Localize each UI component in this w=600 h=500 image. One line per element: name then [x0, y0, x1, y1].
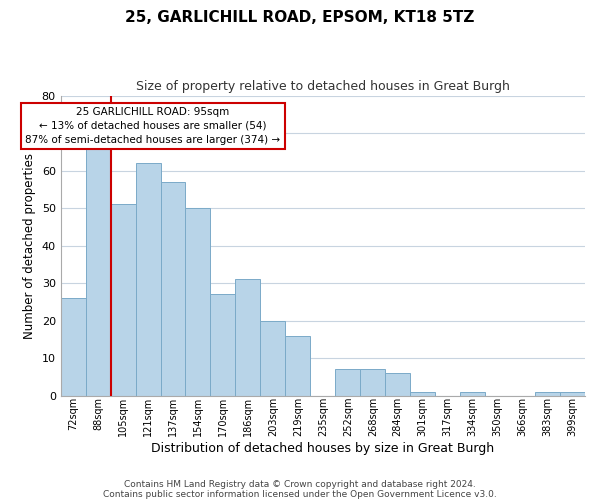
Bar	[260, 320, 286, 396]
Bar	[211, 294, 235, 396]
Bar	[86, 144, 110, 396]
Bar	[61, 298, 86, 396]
Bar	[460, 392, 485, 396]
Bar	[335, 370, 360, 396]
Bar	[410, 392, 435, 396]
Bar	[161, 182, 185, 396]
Text: 25 GARLICHILL ROAD: 95sqm
← 13% of detached houses are smaller (54)
87% of semi-: 25 GARLICHILL ROAD: 95sqm ← 13% of detac…	[25, 107, 281, 145]
Bar	[286, 336, 310, 396]
Bar	[360, 370, 385, 396]
Bar	[136, 163, 161, 396]
Bar	[560, 392, 585, 396]
Text: 25, GARLICHILL ROAD, EPSOM, KT18 5TZ: 25, GARLICHILL ROAD, EPSOM, KT18 5TZ	[125, 10, 475, 25]
Bar	[110, 204, 136, 396]
Text: Contains public sector information licensed under the Open Government Licence v3: Contains public sector information licen…	[103, 490, 497, 499]
Bar	[235, 280, 260, 396]
Bar	[385, 373, 410, 396]
Bar	[185, 208, 211, 396]
Bar	[535, 392, 560, 396]
Text: Contains HM Land Registry data © Crown copyright and database right 2024.: Contains HM Land Registry data © Crown c…	[124, 480, 476, 489]
Y-axis label: Number of detached properties: Number of detached properties	[23, 152, 36, 338]
Title: Size of property relative to detached houses in Great Burgh: Size of property relative to detached ho…	[136, 80, 510, 93]
X-axis label: Distribution of detached houses by size in Great Burgh: Distribution of detached houses by size …	[151, 442, 494, 455]
